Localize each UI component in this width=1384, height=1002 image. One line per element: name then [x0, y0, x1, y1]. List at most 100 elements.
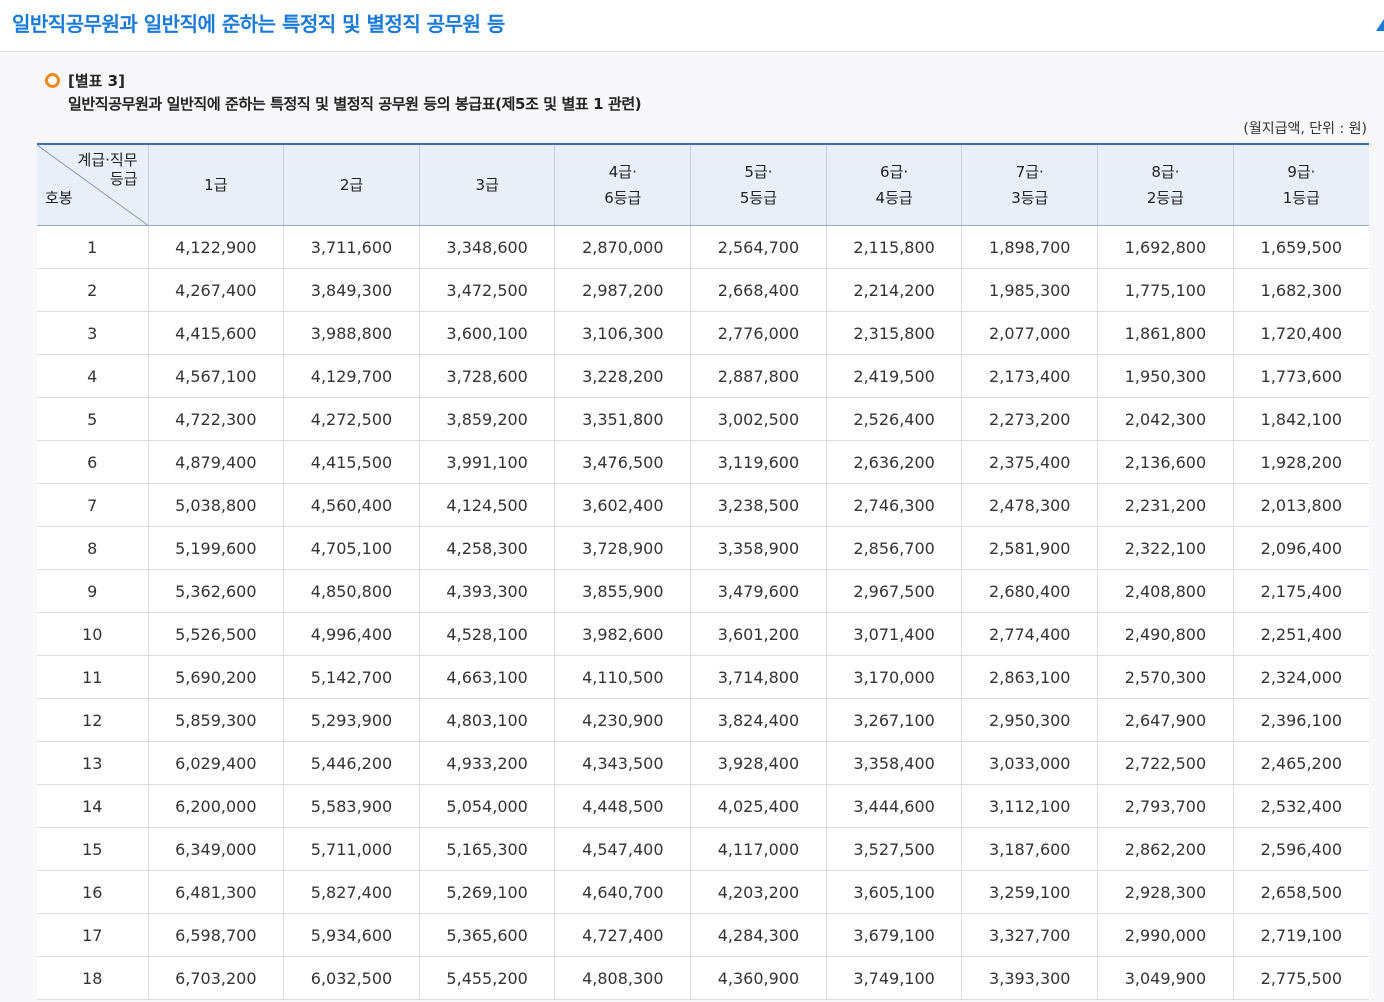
- salary-cell: 2,746,300: [826, 483, 963, 527]
- salary-cell: 3,033,000: [961, 741, 1099, 785]
- salary-cell: 1,950,300: [1097, 354, 1234, 398]
- table-row: 3 4,415,600 3,988,800 3,600,100 3,106,300 2,7…: [37, 311, 1369, 355]
- salary-cell: 4,203,200: [690, 870, 827, 914]
- salary-cell: 5,269,100: [419, 870, 556, 914]
- step-cell: 2: [37, 268, 149, 312]
- step-cell: 7: [37, 483, 149, 527]
- salary-cell: 4,879,400: [148, 440, 285, 484]
- salary-cell: 4,110,500: [554, 655, 692, 699]
- table-row: 7 5,038,800 4,560,400 4,124,500 3,602,400 3,2…: [37, 483, 1369, 527]
- salary-cell: 2,324,000: [1233, 655, 1369, 699]
- salary-cell: 2,251,400: [1233, 612, 1369, 656]
- salary-cell: 3,106,300: [554, 311, 692, 355]
- step-cell: 18: [37, 956, 149, 1000]
- salary-cell: 2,490,800: [1097, 612, 1234, 656]
- salary-cell: 2,136,600: [1097, 440, 1234, 484]
- salary-cell: 1,773,600: [1233, 354, 1369, 398]
- salary-cell: 6,349,000: [148, 827, 285, 871]
- salary-cell: 3,749,100: [826, 956, 963, 1000]
- salary-cell: 2,719,100: [1233, 913, 1369, 957]
- salary-cell: 3,351,800: [554, 397, 692, 441]
- salary-cell: 4,933,200: [419, 741, 556, 785]
- step-cell: 3: [37, 311, 149, 355]
- salary-cell: 2,887,800: [690, 354, 827, 398]
- salary-cell: 3,259,100: [961, 870, 1099, 914]
- step-cell: 15: [37, 827, 149, 871]
- salary-cell: 5,054,000: [419, 784, 556, 828]
- table-row: 11 5,690,200 5,142,700 4,663,100 4,110,500 3,…: [37, 655, 1369, 699]
- salary-cell: 2,013,800: [1233, 483, 1369, 527]
- salary-cell: 5,293,900: [283, 698, 420, 742]
- step-cell: 5: [37, 397, 149, 441]
- table-body: 1 4,122,900 3,711,600 3,348,600 2,870,000 2,5…: [37, 225, 1369, 1000]
- table-row: 9 5,362,600 4,850,800 4,393,300 3,855,900 3,4…: [37, 569, 1369, 613]
- salary-cell: 4,567,100: [148, 354, 285, 398]
- salary-cell: 5,446,200: [283, 741, 420, 785]
- salary-cell: 2,322,100: [1097, 526, 1234, 570]
- column-header-line1: 3급: [475, 176, 499, 194]
- salary-cell: 4,705,100: [283, 526, 420, 570]
- salary-cell: 5,583,900: [283, 784, 420, 828]
- salary-cell: 2,775,500: [1233, 956, 1369, 1000]
- column-header: 2급: [283, 143, 420, 226]
- column-header-line1: 8급·: [1151, 163, 1180, 181]
- column-header-line2: 2등급: [1146, 189, 1184, 207]
- salary-cell: 2,862,200: [1097, 827, 1234, 871]
- salary-cell: 2,419,500: [826, 354, 963, 398]
- bullet-circle-icon: [45, 73, 60, 88]
- salary-cell: 6,481,300: [148, 870, 285, 914]
- salary-cell: 5,526,500: [148, 612, 285, 656]
- salary-cell: 2,647,900: [1097, 698, 1234, 742]
- salary-cell: 1,898,700: [961, 225, 1099, 269]
- salary-cell: 3,476,500: [554, 440, 692, 484]
- collapse-arrow-icon[interactable]: [1376, 19, 1384, 31]
- salary-cell: 3,849,300: [283, 268, 420, 312]
- salary-cell: 3,824,400: [690, 698, 827, 742]
- salary-cell: 3,187,600: [961, 827, 1099, 871]
- salary-cell: 4,272,500: [283, 397, 420, 441]
- salary-cell: 4,343,500: [554, 741, 692, 785]
- corner-grade-line1: 계급·직무: [77, 151, 138, 169]
- salary-cell: 3,049,900: [1097, 956, 1234, 1000]
- salary-cell: 2,173,400: [961, 354, 1099, 398]
- salary-cell: 2,680,400: [961, 569, 1099, 613]
- corner-grade-line2: 등급: [109, 170, 138, 188]
- salary-cell: 4,803,100: [419, 698, 556, 742]
- column-header-line2: 6등급: [604, 189, 642, 207]
- salary-cell: 5,827,400: [283, 870, 420, 914]
- salary-cell: 1,775,100: [1097, 268, 1234, 312]
- salary-cell: 5,165,300: [419, 827, 556, 871]
- salary-cell: 2,465,200: [1233, 741, 1369, 785]
- salary-cell: 4,230,900: [554, 698, 692, 742]
- step-cell: 17: [37, 913, 149, 957]
- salary-cell: 5,365,600: [419, 913, 556, 957]
- salary-cell: 2,478,300: [961, 483, 1099, 527]
- salary-cell: 1,861,800: [1097, 311, 1234, 355]
- column-header: 8급· 2등급: [1097, 143, 1234, 226]
- salary-cell: 3,002,500: [690, 397, 827, 441]
- corner-grade-label: 계급·직무 등급: [78, 151, 138, 189]
- salary-cell: 3,358,400: [826, 741, 963, 785]
- salary-cell: 4,267,400: [148, 268, 285, 312]
- step-cell: 12: [37, 698, 149, 742]
- salary-cell: 5,934,600: [283, 913, 420, 957]
- table-header: 계급·직무 등급 호봉 1급 2급 3급 4급· 6등급 5급· 5등급 6급· 4등급 7급· 3…: [37, 143, 1369, 226]
- salary-cell: 4,360,900: [690, 956, 827, 1000]
- salary-cell: 3,479,600: [690, 569, 827, 613]
- annex-label: [별표 3]: [68, 72, 125, 90]
- salary-cell: 3,358,900: [690, 526, 827, 570]
- salary-cell: 2,967,500: [826, 569, 963, 613]
- column-header: 4급· 6등급: [554, 143, 692, 226]
- salary-table: 계급·직무 등급 호봉 1급 2급 3급 4급· 6등급 5급· 5등급 6급· 4등급 7급· 3…: [37, 143, 1369, 1000]
- salary-cell: 2,408,800: [1097, 569, 1234, 613]
- annex-content: [별표 3] 일반직공무원과 일반직에 준하는 특정직 및 별정직 공무원 등의…: [0, 53, 1384, 1002]
- salary-cell: 6,032,500: [283, 956, 420, 1000]
- salary-cell: 3,679,100: [826, 913, 963, 957]
- salary-cell: 6,200,000: [148, 784, 285, 828]
- salary-cell: 3,855,900: [554, 569, 692, 613]
- salary-cell: 4,415,500: [283, 440, 420, 484]
- salary-cell: 3,228,200: [554, 354, 692, 398]
- salary-cell: 2,596,400: [1233, 827, 1369, 871]
- column-header-line1: 7급·: [1015, 163, 1044, 181]
- salary-cell: 4,996,400: [283, 612, 420, 656]
